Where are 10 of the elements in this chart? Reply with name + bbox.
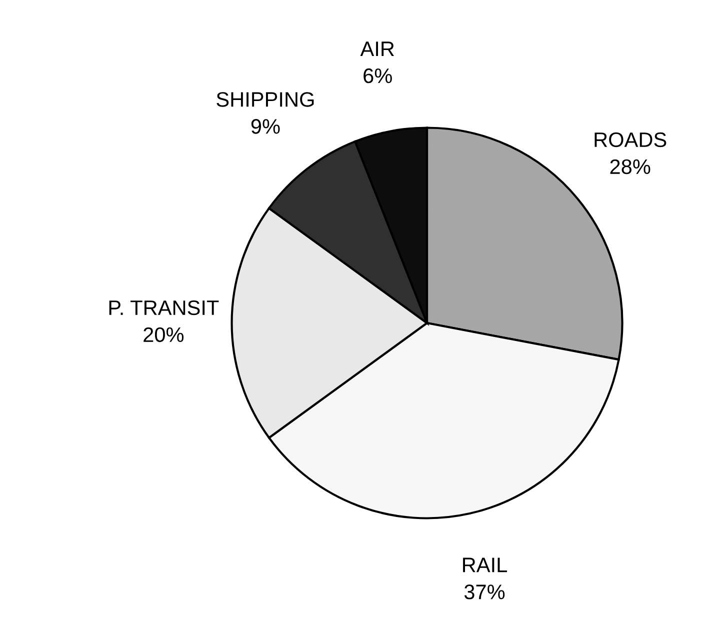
slice-label: SHIPPING — [216, 92, 314, 107]
slice-label: ROADS — [594, 132, 666, 148]
data-label: 9% — [251, 119, 280, 134]
data-label: 37% — [464, 584, 505, 600]
slice-label: AIR — [360, 42, 394, 56]
data-label: 28% — [610, 159, 650, 174]
data-label: 20% — [144, 327, 184, 342]
slice-label: RAIL — [463, 558, 507, 572]
data-label: 6% — [364, 68, 392, 84]
slice-label: P. TRANSIT — [109, 300, 219, 316]
